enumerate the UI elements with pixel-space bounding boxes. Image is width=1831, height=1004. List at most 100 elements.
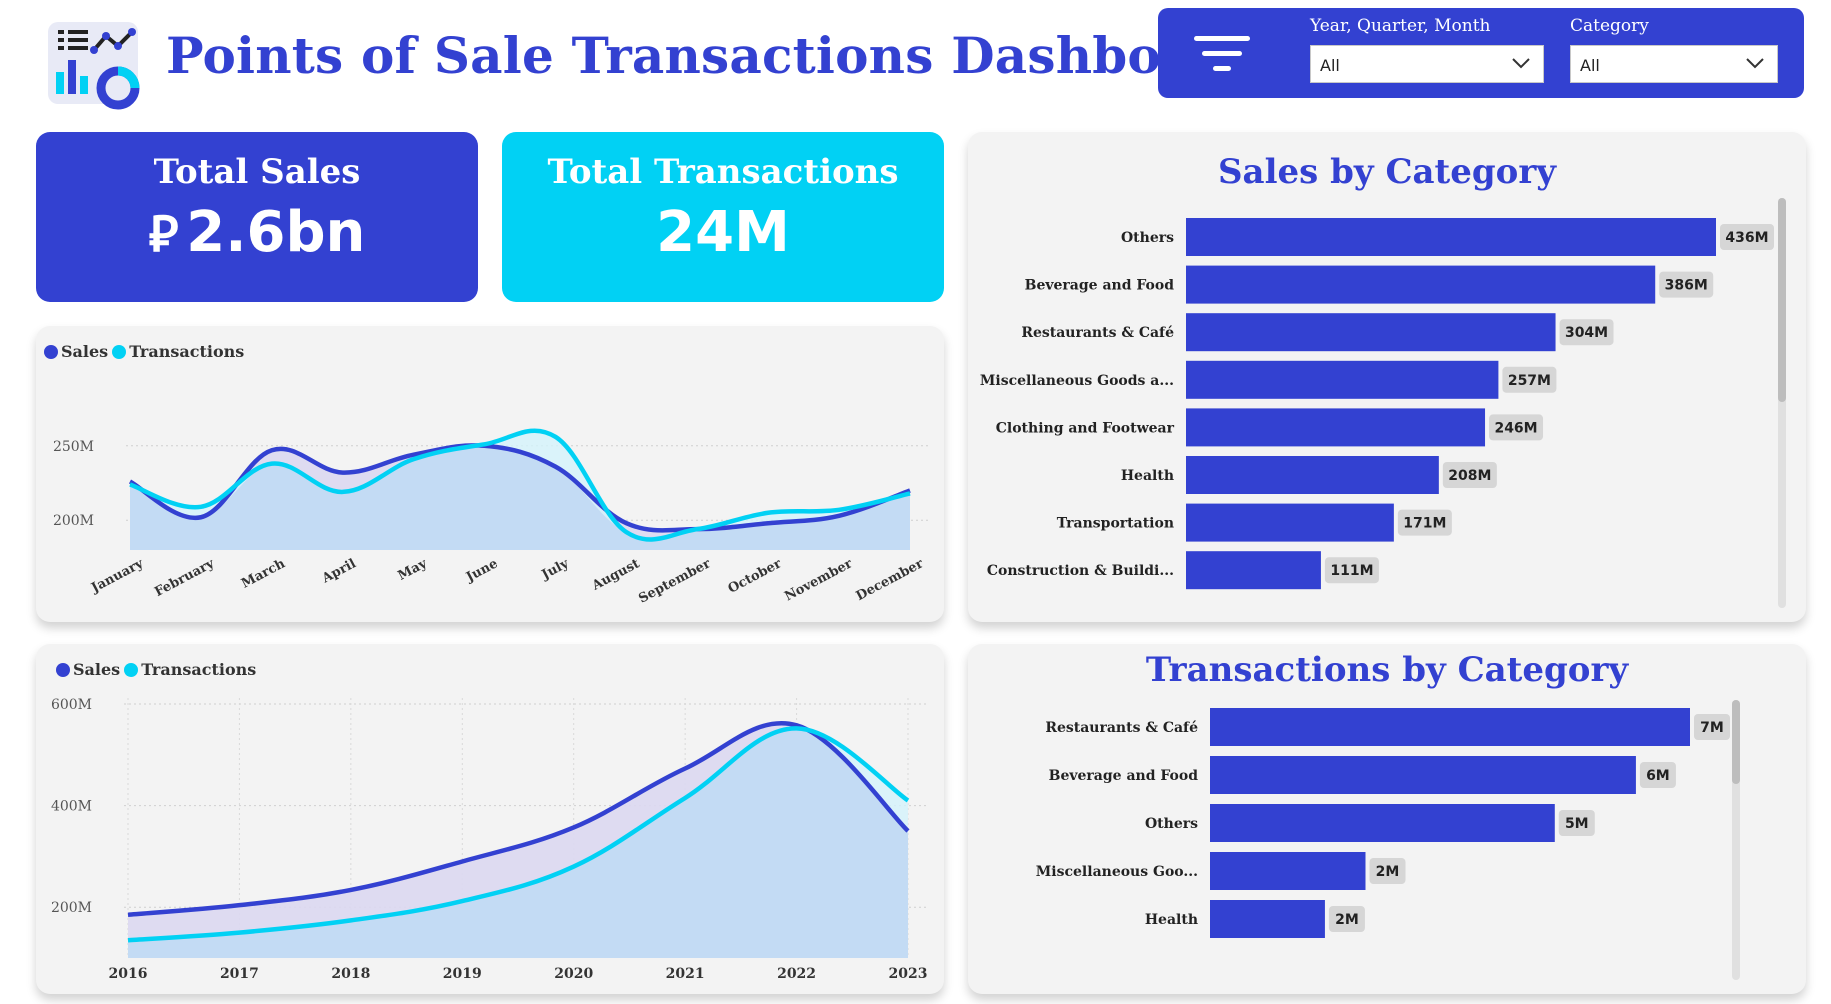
scrollbar-thumb[interactable] (1778, 198, 1786, 402)
x-tick-label: June (463, 556, 500, 585)
bar[interactable] (1186, 551, 1321, 590)
data-label-badge (1324, 557, 1379, 584)
x-tick-label: May (396, 556, 430, 584)
legend-dot-sales (44, 344, 58, 359)
total-sales-card: Total Sales ⃁ 2.6bn (36, 132, 478, 302)
bar[interactable] (1210, 756, 1636, 794)
data-label-badge (1442, 462, 1497, 488)
transactions-category-scrollbar[interactable] (1732, 700, 1740, 980)
data-label-badge (1328, 906, 1365, 932)
yearly-legend: Sales Transactions (56, 660, 260, 679)
bar-category-label: Beverage and Food (1025, 278, 1175, 294)
sales-by-category-chart: Sales by Category Others 436M Beverage and… (968, 132, 1806, 622)
total-transactions-value: 24M (656, 200, 790, 265)
bar[interactable] (1186, 218, 1716, 256)
data-label: 436M (1725, 230, 1768, 246)
bar-category-label: Clothing and Footwear (996, 420, 1175, 436)
bar[interactable] (1186, 503, 1394, 542)
transactions-by-category-chart: Transactions by Category Restaurants & C… (968, 644, 1806, 994)
bar[interactable] (1210, 900, 1325, 938)
category-filter-label: Category (1570, 16, 1649, 36)
data-label: 257M (1508, 373, 1551, 389)
data-label-badge (1659, 271, 1714, 298)
total-transactions-card: Total Transactions 24M (502, 132, 944, 302)
currency-icon: ⃁ (148, 205, 179, 263)
y-tick-label: 200M (53, 513, 94, 529)
bar[interactable] (1186, 265, 1656, 304)
sales-line (128, 443, 911, 533)
legend-dot-transactions (124, 662, 139, 677)
y-tick-label: 250M (53, 439, 94, 455)
data-label: 386M (1665, 278, 1708, 294)
bar[interactable] (1210, 708, 1690, 746)
y-tick-label: 600M (51, 697, 92, 713)
monthly-chart-svg: 250M 200M January February March April May June… (53, 428, 930, 607)
x-tick-label: 2022 (777, 966, 816, 982)
scrollbar-thumb[interactable] (1732, 700, 1740, 784)
x-tick-label: December (854, 556, 926, 604)
data-label-badge (1397, 509, 1452, 536)
x-tick-label: November (782, 556, 855, 604)
data-label-badge (1639, 762, 1676, 788)
bar[interactable] (1186, 456, 1439, 494)
sales-category-scrollbar[interactable] (1778, 198, 1786, 608)
data-label: 6M (1646, 768, 1670, 784)
bar-category-label: Others (1121, 230, 1174, 246)
x-tick-label: 2017 (220, 966, 259, 982)
total-sales-value: 2.6bn (186, 200, 366, 265)
category-filter-dropdown[interactable]: All (1570, 45, 1778, 83)
sales-by-category-svg: Others 436M Beverage and Food 386M Restauran… (980, 218, 1774, 590)
bar[interactable] (1186, 408, 1486, 447)
bar[interactable] (1210, 804, 1555, 842)
transactions-by-category-title: Transactions by Category (1145, 650, 1629, 690)
filter-icon (1194, 36, 1250, 71)
x-tick-label: March (239, 556, 288, 592)
y-tick-label: 400M (51, 799, 92, 815)
x-tick-label: February (152, 556, 217, 600)
total-sales-value-row: ⃁ 2.6bn (36, 200, 478, 265)
x-tick-label: 2019 (443, 966, 482, 982)
bar-category-label: Health (1145, 912, 1198, 928)
data-label-badge (1559, 319, 1614, 346)
chevron-down-icon (1512, 58, 1530, 69)
overlap-area (128, 727, 908, 958)
sales-line (127, 721, 910, 918)
data-label-badge (1369, 858, 1406, 884)
x-tick-label: August (589, 556, 642, 594)
legend-item-sales[interactable]: Sales (44, 342, 108, 361)
x-tick-label: October (726, 556, 784, 597)
bar[interactable] (1186, 313, 1556, 352)
bar-category-label: Health (1121, 468, 1174, 484)
legend-item-sales[interactable]: Sales (56, 660, 120, 679)
date-filter-dropdown[interactable]: All (1310, 45, 1544, 83)
date-filter-label: Year, Quarter, Month (1310, 16, 1491, 36)
date-filter-value: All (1320, 56, 1340, 75)
x-tick-label: 2023 (889, 966, 928, 982)
dashboard-analytics-icon (48, 22, 140, 110)
yearly-trend-chart: 600M 400M 200M 2016 2017 2018 2019 2020 2021 2022… (36, 644, 944, 994)
bar[interactable] (1210, 852, 1366, 890)
monthly-legend: Sales Transactions (44, 342, 248, 361)
data-label: 111M (1330, 563, 1373, 579)
category-filter-value: All (1580, 56, 1600, 75)
x-tick-label: 2018 (331, 966, 370, 982)
monthly-trend-chart: 250M 200M January February March April May June… (36, 326, 944, 622)
overlap-area (130, 445, 910, 550)
sales-by-category-title: Sales by Category (1217, 152, 1557, 192)
legend-label-transactions: Transactions (129, 342, 245, 361)
data-label: 5M (1565, 816, 1589, 832)
legend-item-transactions[interactable]: Transactions (124, 660, 256, 679)
category-filter: Category All (1570, 16, 1778, 83)
legend-item-transactions[interactable]: Transactions (112, 342, 244, 361)
x-tick-label: September (636, 556, 713, 606)
y-tick-label: 200M (51, 900, 92, 916)
date-filter: Year, Quarter, Month All (1310, 16, 1544, 83)
data-label: 7M (1700, 720, 1724, 736)
transactions-line (127, 726, 910, 943)
yearly-chart-svg: 600M 400M 200M 2016 2017 2018 2019 2020 2021 2022… (51, 697, 928, 982)
data-label-badge (1502, 366, 1557, 393)
data-label-badge (1720, 224, 1774, 250)
bar[interactable] (1186, 360, 1499, 399)
data-label: 208M (1448, 468, 1491, 484)
data-label: 171M (1403, 516, 1446, 532)
